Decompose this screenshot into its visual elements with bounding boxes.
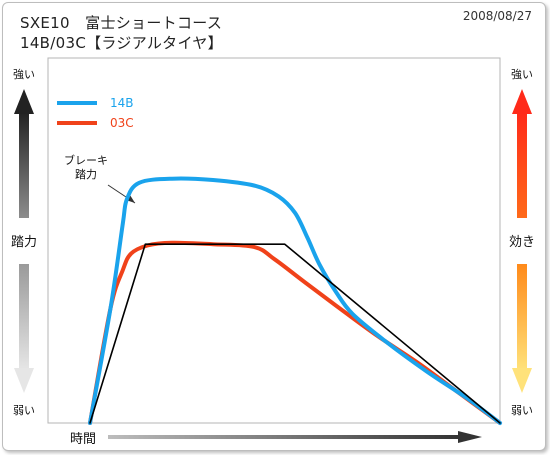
- left-axis-bottom-label: 弱い: [13, 404, 35, 417]
- chart-title-line1: SXE10 富士ショートコース: [20, 14, 223, 32]
- right-axis-arrow-up: [512, 89, 532, 218]
- left-axis-title: 踏力: [11, 235, 37, 250]
- left-axis-top-label: 強い: [13, 68, 35, 81]
- right-axis-bottom-label: 弱い: [511, 404, 533, 417]
- annotation-line1: ブレーキ: [64, 153, 108, 167]
- plot-area: [47, 57, 501, 424]
- legend-label-03c: 03C: [110, 116, 134, 130]
- right-axis-title: 効き: [509, 235, 535, 250]
- annotation-pointer-head: [126, 195, 135, 203]
- right-axis-top-label: 強い: [511, 68, 533, 81]
- x-axis-title: 時間: [70, 432, 96, 447]
- annotation-line2: 踏力: [75, 167, 97, 181]
- annotation-brake-force: ブレーキ 踏力: [64, 153, 136, 204]
- chart-date: 2008/08/27: [462, 9, 532, 23]
- series-brake-pedal-force-line: [89, 243, 501, 424]
- legend-label-14b: 14B: [110, 96, 134, 110]
- series-line-14b: [88, 176, 502, 425]
- left-axis-arrow-up: [14, 89, 34, 218]
- legend: 14B 03C: [57, 96, 134, 130]
- chart-title-line2: 14B/03C【ラジアルタイヤ】: [20, 34, 223, 52]
- time-arrow: [108, 431, 482, 443]
- left-axis-arrow-down: [14, 264, 34, 393]
- series-layer: [88, 176, 502, 425]
- right-axis-arrow-down: [512, 264, 532, 393]
